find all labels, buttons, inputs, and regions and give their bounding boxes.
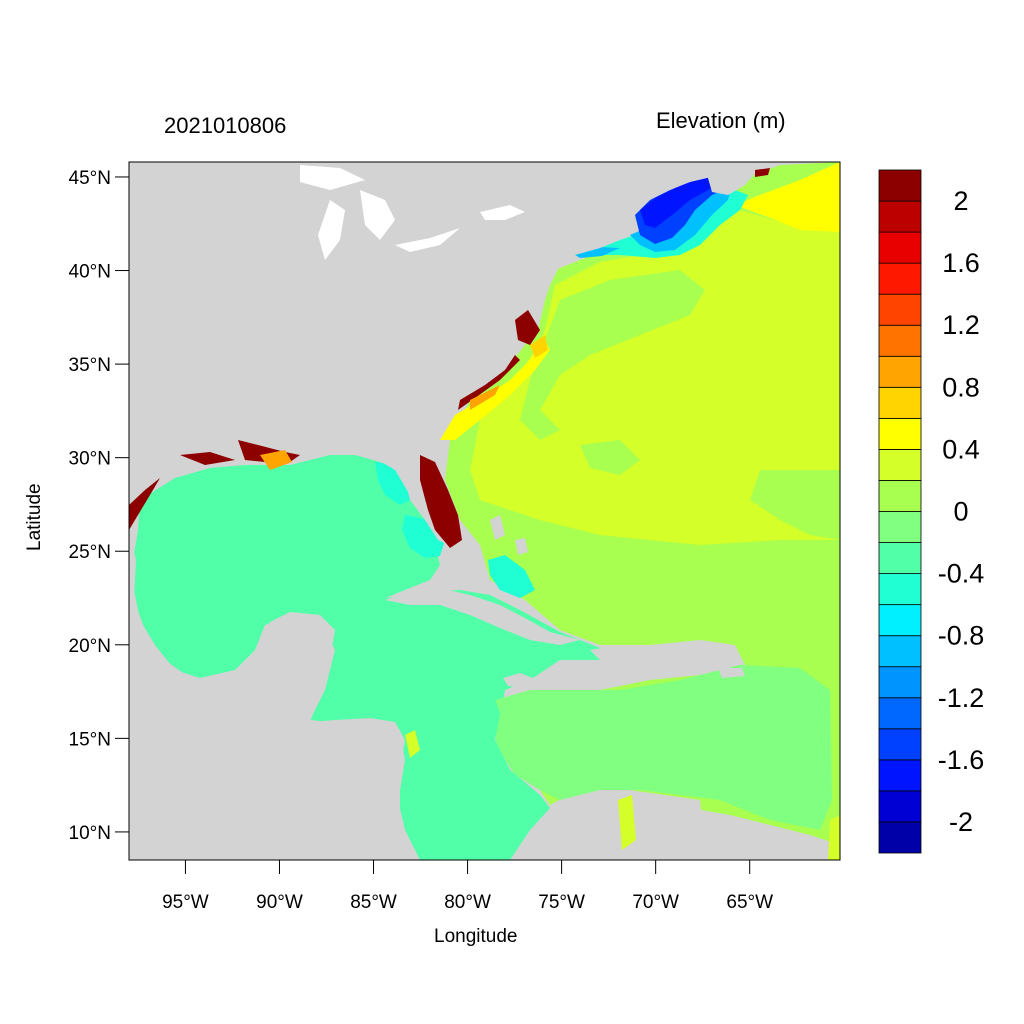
colorbar-label: -2 <box>949 807 973 837</box>
negative-field <box>488 555 535 598</box>
colorbar-swatch <box>878 759 922 792</box>
colorbar-label: 1.2 <box>942 310 980 340</box>
lat-tick-label: 30°N <box>69 449 111 470</box>
gulf-field <box>133 455 650 860</box>
colorbar-swatch <box>878 604 922 637</box>
colorbar-label: 2 <box>953 186 968 216</box>
lon-tick-label: 65°W <box>726 892 773 913</box>
lat-tick-label: 45°N <box>69 168 111 189</box>
colorbar-label: -0.4 <box>938 559 985 589</box>
colorbar-swatch <box>878 200 922 233</box>
timestamp-label: 2021010806 <box>164 113 287 138</box>
lon-tick-label: 85°W <box>350 892 397 913</box>
latitude-ticks: 45°N 40°N 35°N 30°N 25°N 20°N 15°N 10°N <box>69 168 129 844</box>
colorbar-swatch <box>878 449 922 481</box>
colorbar-swatch <box>878 821 922 854</box>
colorbar-swatch <box>878 386 922 419</box>
negative-field <box>572 247 620 258</box>
shelf-positive-field <box>735 162 840 232</box>
lon-tick-label: 95°W <box>162 892 209 913</box>
lon-tick-label: 80°W <box>444 892 491 913</box>
colorbar-swatch <box>878 417 922 450</box>
colorbar-label: 0.4 <box>942 434 980 464</box>
colorbar-label: 1.6 <box>942 248 980 278</box>
variable-label: Elevation (m) <box>656 108 786 133</box>
map-plot-area <box>129 162 840 860</box>
atlantic-field-blob <box>520 270 705 440</box>
lat-tick-label: 35°N <box>69 355 111 376</box>
colorbar-label: -0.8 <box>938 621 985 651</box>
colorbar-swatch <box>878 262 922 295</box>
lat-tick-label: 40°N <box>69 262 111 283</box>
atlantic-positive-field <box>470 210 840 545</box>
lon-tick-label: 90°W <box>256 892 303 913</box>
lat-tick-label: 25°N <box>69 542 111 563</box>
lat-tick-label: 20°N <box>69 636 111 657</box>
colorbar-swatch <box>878 324 922 357</box>
atlantic-field-blob <box>750 470 840 540</box>
colorbar-swatch <box>878 511 922 543</box>
lon-tick-label: 70°W <box>632 892 679 913</box>
colorbar-swatch <box>878 666 922 699</box>
colorbar-swatch <box>878 231 922 264</box>
colorbar-label: 0 <box>953 497 968 527</box>
coastal-positive-field <box>260 335 840 860</box>
colorbar-swatch <box>878 728 922 761</box>
atlantic-field-blob <box>580 440 640 475</box>
caribbean-field <box>495 690 620 740</box>
colorbar-swatch <box>878 169 922 202</box>
colorbar: 2 1.6 1.2 0.8 0.4 0 -0.4 -0.8 -1.2 -1.6 -2 <box>878 169 985 854</box>
colorbar-swatch <box>878 573 922 606</box>
lat-tick-label: 15°N <box>69 729 111 750</box>
lon-tick-label: 75°W <box>538 892 585 913</box>
longitude-ticks: 95°W 90°W 85°W 80°W 75°W 70°W 65°W <box>162 860 773 913</box>
colorbar-swatch <box>878 635 922 668</box>
lat-tick-label: 10°N <box>69 823 111 844</box>
negative-field <box>375 462 410 505</box>
colorbar-swatch <box>878 697 922 730</box>
x-axis-title: Longitude <box>434 926 518 947</box>
colorbar-swatch <box>878 790 922 823</box>
colorbar-swatch <box>878 293 922 326</box>
colorbar-swatch <box>878 355 922 388</box>
plot-frame <box>128 161 841 861</box>
land <box>129 162 840 860</box>
colorbar-label: -1.2 <box>938 683 985 713</box>
colorbar-swatch <box>878 480 922 512</box>
colorbar-label: 0.8 <box>942 372 980 402</box>
colorbar-label: -1.6 <box>938 745 985 775</box>
colorbar-swatch <box>878 542 922 574</box>
great-lakes <box>300 165 525 260</box>
